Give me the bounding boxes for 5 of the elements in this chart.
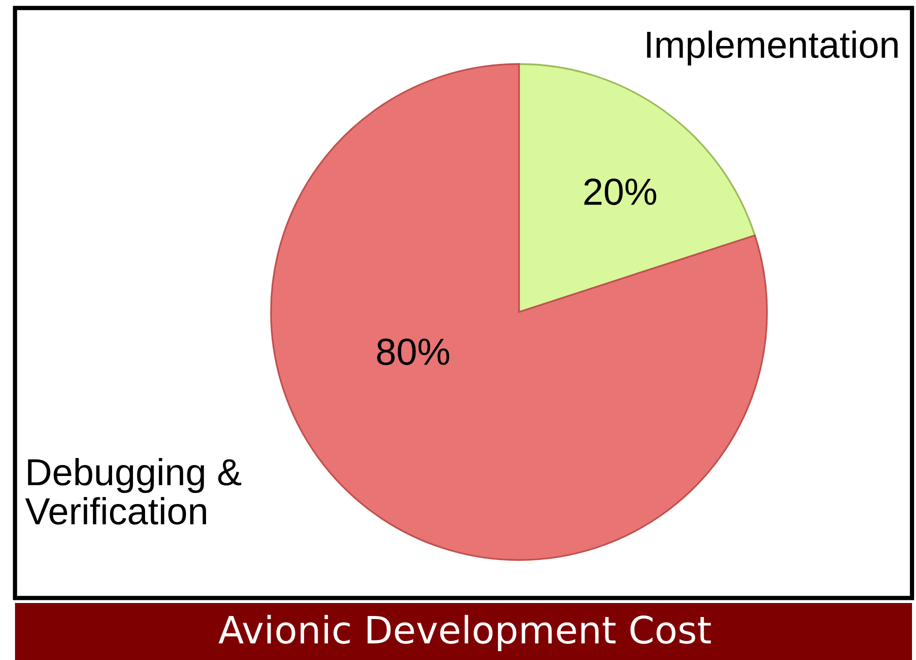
text: Avionic Development Cost	[218, 614, 711, 652]
data-label: 20%	[584, 178, 656, 206]
slice-label: Implementation	[647, 30, 898, 66]
data-label: 80%	[377, 338, 450, 366]
slice-label: Debugging & Verification	[25, 458, 242, 525]
